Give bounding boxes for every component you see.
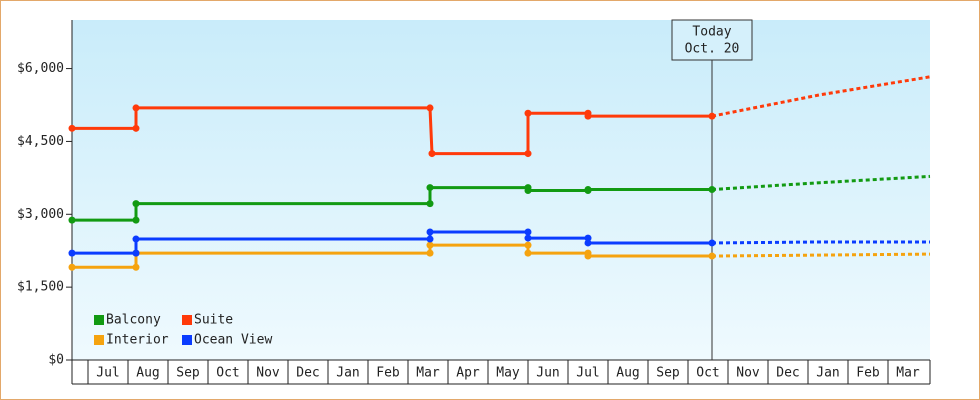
x-tick-label: Aug [136,366,159,381]
x-tick-label: Feb [856,366,880,381]
price-point [426,104,434,112]
y-tick-label: $0 [48,353,64,368]
today-label: Today [692,25,731,40]
price-point [426,200,434,208]
price-point [132,104,140,112]
y-tick-label: $6,000 [17,61,64,76]
legend-swatch [94,335,104,345]
price-point [68,263,76,271]
price-point [524,150,532,158]
x-tick-label: Jan [816,366,839,381]
x-tick-label: Jan [336,366,359,381]
price-point [584,239,592,247]
legend-label: Suite [194,313,233,328]
x-tick-label: May [496,366,520,381]
y-tick-label: $4,500 [17,134,64,149]
legend-label: Balcony [106,313,161,328]
price-point [132,200,140,208]
plot-area [72,20,930,360]
price-point [68,249,76,257]
price-point [584,252,592,260]
price-point [68,124,76,132]
x-tick-label: Dec [776,366,799,381]
x-tick-label: Apr [456,366,480,381]
y-tick-label: $1,500 [17,280,64,295]
legend-label: Interior [106,333,169,348]
forecast-line [711,240,930,245]
x-tick-label: Mar [896,366,920,381]
price-point [708,186,716,194]
price-point [132,263,140,271]
x-tick-label: Sep [176,366,200,381]
x-tick-label: Oct [216,366,239,381]
price-point [132,216,140,224]
y-tick-label: $3,000 [17,207,64,222]
price-point [708,112,716,120]
price-point [708,252,716,260]
forecast-line [711,75,931,118]
price-point [584,234,592,242]
price-point [426,249,434,257]
x-tick-label: Mar [416,366,440,381]
legend-swatch [182,315,192,325]
price-point [426,235,434,243]
price-point [584,186,592,194]
x-tick-label: Nov [256,366,280,381]
x-tick-label: Jun [536,366,559,381]
x-tick-label: Nov [736,366,760,381]
x-tick-label: Sep [656,366,680,381]
legend-swatch [182,335,192,345]
price-point [132,124,140,132]
price-point [132,235,140,243]
price-point [524,186,532,194]
price-point [426,241,434,249]
price-point [428,150,436,158]
price-point [708,239,716,247]
price-point [426,184,434,192]
today-box [671,19,753,61]
legend-swatch [94,315,104,325]
price-point [524,228,532,236]
today-label: Oct. 20 [685,42,740,57]
price-point [524,109,532,117]
x-tick-label: Jul [576,366,599,381]
x-tick-label: Feb [376,366,400,381]
x-tick-label: Jul [96,366,119,381]
price-point [584,112,592,120]
price-point [426,228,434,236]
price-point [132,249,140,257]
forecast-line [711,174,931,192]
x-tick-label: Aug [616,366,639,381]
x-tick-label: Oct [696,366,719,381]
price-point [68,216,76,224]
forecast-line [711,252,931,258]
x-tick-label: Dec [296,366,319,381]
price-point [524,249,532,257]
price-point [524,234,532,242]
legend-label: Ocean View [194,333,272,348]
price-point [524,241,532,249]
